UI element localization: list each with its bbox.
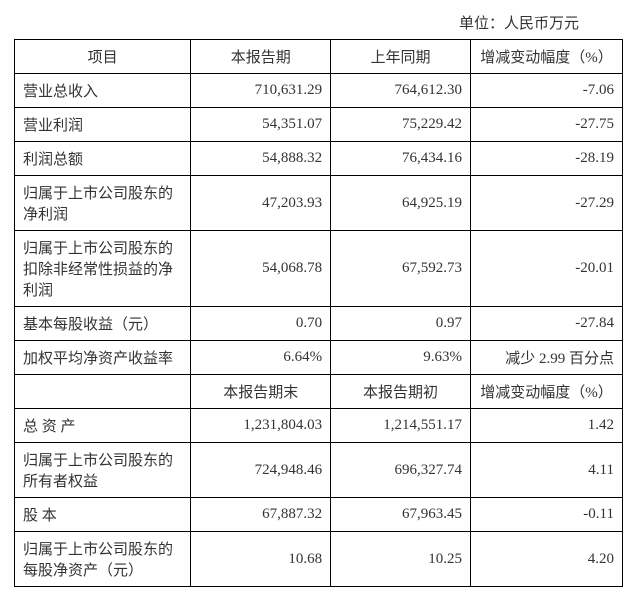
- row-label: 归属于上市公司股东的每股净资产（元）: [15, 532, 191, 587]
- row-label: 营业利润: [15, 108, 191, 142]
- row-value: 10.25: [331, 532, 471, 587]
- table-row: 归属于上市公司股东的所有者权益724,948.46696,327.744.11: [15, 443, 623, 498]
- row-value: 710,631.29: [191, 74, 331, 108]
- row-value: 1,231,804.03: [191, 409, 331, 443]
- table-row: 股 本67,887.3267,963.45-0.11: [15, 498, 623, 532]
- row-value: 67,592.73: [331, 231, 471, 307]
- row-label: 基本每股收益（元）: [15, 307, 191, 341]
- header-cell: 上年同期: [331, 40, 471, 74]
- table-row: 总 资 产1,231,804.031,214,551.171.42: [15, 409, 623, 443]
- row-value: 47,203.93: [191, 176, 331, 231]
- row-value: 6.64%: [191, 341, 331, 375]
- row-value: 54,068.78: [191, 231, 331, 307]
- header-cell: 本报告期: [191, 40, 331, 74]
- table-row: 利润总额54,888.3276,434.16-28.19: [15, 142, 623, 176]
- row-value: 724,948.46: [191, 443, 331, 498]
- row-label: 归属于上市公司股东的扣除非经常性损益的净利润: [15, 231, 191, 307]
- header-cell: 本报告期末: [191, 375, 331, 409]
- row-value: 76,434.16: [331, 142, 471, 176]
- row-label: 归属于上市公司股东的所有者权益: [15, 443, 191, 498]
- row-label: 加权平均净资产收益率: [15, 341, 191, 375]
- header-cell: 项目: [15, 40, 191, 74]
- row-value: 54,888.32: [191, 142, 331, 176]
- row-value: 75,229.42: [331, 108, 471, 142]
- row-value: 0.97: [331, 307, 471, 341]
- row-value: -27.84: [470, 307, 622, 341]
- header-cell: 增减变动幅度（%）: [470, 375, 622, 409]
- row-value: 10.68: [191, 532, 331, 587]
- table-body: 项目本报告期上年同期增减变动幅度（%）营业总收入710,631.29764,61…: [15, 40, 623, 587]
- row-value: -0.11: [470, 498, 622, 532]
- row-value: -7.06: [470, 74, 622, 108]
- table-header-row: 本报告期末本报告期初增减变动幅度（%）: [15, 375, 623, 409]
- financial-table: 项目本报告期上年同期增减变动幅度（%）营业总收入710,631.29764,61…: [14, 39, 623, 587]
- row-value: 54,351.07: [191, 108, 331, 142]
- table-row: 归属于上市公司股东的每股净资产（元）10.6810.254.20: [15, 532, 623, 587]
- table-row: 归属于上市公司股东的扣除非经常性损益的净利润54,068.7867,592.73…: [15, 231, 623, 307]
- row-value: 9.63%: [331, 341, 471, 375]
- row-value: 67,963.45: [331, 498, 471, 532]
- row-value: -27.75: [470, 108, 622, 142]
- row-value: 67,887.32: [191, 498, 331, 532]
- row-value: 696,327.74: [331, 443, 471, 498]
- unit-label: 单位：人民币万元: [14, 12, 623, 33]
- row-label: 归属于上市公司股东的净利润: [15, 176, 191, 231]
- row-value: 1.42: [470, 409, 622, 443]
- table-row: 加权平均净资产收益率6.64%9.63%减少 2.99 百分点: [15, 341, 623, 375]
- row-label: 营业总收入: [15, 74, 191, 108]
- header-cell: 增减变动幅度（%）: [470, 40, 622, 74]
- row-label: 利润总额: [15, 142, 191, 176]
- row-value: -27.29: [470, 176, 622, 231]
- row-label: 总 资 产: [15, 409, 191, 443]
- header-cell: 本报告期初: [331, 375, 471, 409]
- row-value: 减少 2.99 百分点: [470, 341, 622, 375]
- row-value: 4.20: [470, 532, 622, 587]
- table-row: 营业总收入710,631.29764,612.30-7.06: [15, 74, 623, 108]
- header-cell-empty: [15, 375, 191, 409]
- table-row: 基本每股收益（元）0.700.97-27.84: [15, 307, 623, 341]
- table-row: 归属于上市公司股东的净利润47,203.9364,925.19-27.29: [15, 176, 623, 231]
- row-value: -28.19: [470, 142, 622, 176]
- table-row: 营业利润54,351.0775,229.42-27.75: [15, 108, 623, 142]
- row-value: -20.01: [470, 231, 622, 307]
- table-header-row: 项目本报告期上年同期增减变动幅度（%）: [15, 40, 623, 74]
- row-value: 764,612.30: [331, 74, 471, 108]
- row-value: 1,214,551.17: [331, 409, 471, 443]
- row-value: 0.70: [191, 307, 331, 341]
- row-value: 64,925.19: [331, 176, 471, 231]
- row-label: 股 本: [15, 498, 191, 532]
- row-value: 4.11: [470, 443, 622, 498]
